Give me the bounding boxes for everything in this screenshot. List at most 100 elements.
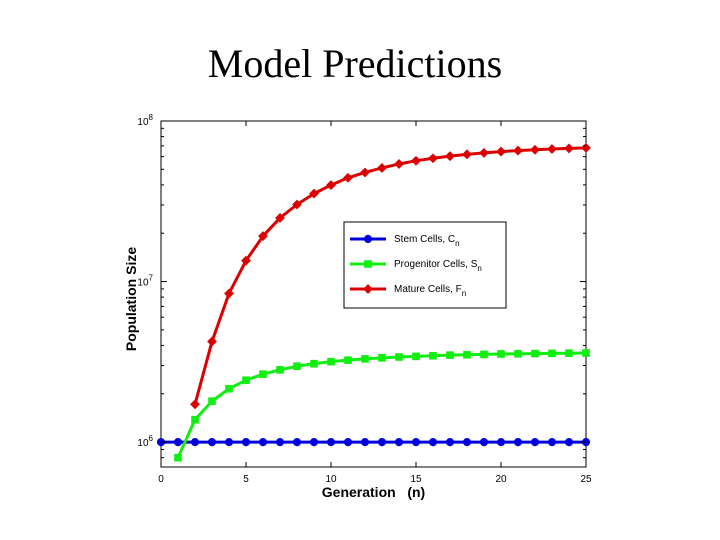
data-point [326, 180, 336, 190]
data-point [190, 399, 200, 410]
data-point [360, 438, 370, 447]
data-point [394, 438, 404, 447]
data-point [309, 188, 319, 199]
data-point [378, 354, 386, 362]
data-point [310, 359, 318, 368]
data-point [363, 234, 373, 244]
data-point [242, 376, 250, 385]
x-axis-label: Generation (n) [322, 484, 425, 500]
data-point [293, 362, 301, 371]
data-point [496, 146, 506, 157]
data-point [207, 438, 217, 447]
data-point [462, 438, 472, 447]
data-point [565, 349, 573, 357]
legend-label: Mature Cells, Fn [394, 284, 466, 298]
data-point [446, 351, 454, 359]
series-layer [156, 142, 591, 462]
y-tick-base: 10 [137, 438, 149, 449]
legend-label-subscript: n [462, 289, 466, 298]
data-point [513, 145, 523, 156]
legend-label-text: Mature Cells, F [394, 284, 462, 295]
data-point [191, 415, 199, 424]
data-point [428, 153, 438, 164]
data-point [276, 366, 284, 374]
data-point [309, 438, 319, 447]
legend-label-subscript: n [455, 239, 459, 248]
legend-label-text: Stem Cells, C [394, 234, 455, 245]
data-point [564, 438, 574, 447]
data-point [429, 351, 437, 360]
data-point [582, 349, 590, 357]
y-tick-exponent: 7 [149, 274, 154, 283]
data-point [225, 384, 233, 393]
data-point [224, 438, 234, 447]
data-point [428, 438, 438, 447]
data-point [479, 147, 489, 158]
y-tick-label: 107 [137, 274, 153, 289]
data-point [513, 438, 523, 447]
data-point [327, 357, 335, 366]
y-tick-label: 106 [137, 434, 153, 449]
data-point [343, 172, 353, 183]
data-point [564, 143, 574, 154]
series-mature-cells-f [190, 142, 591, 410]
data-point [377, 438, 387, 447]
slide-title: Model Predictions [207, 41, 503, 86]
y-tick-exponent: 8 [149, 113, 154, 122]
legend-label: Progenitor Cells, Sn [394, 259, 482, 273]
data-point [258, 231, 268, 241]
series-progenitor-cells-s [174, 349, 590, 462]
legend-label-subscript: n [477, 264, 481, 273]
data-point [207, 336, 217, 347]
data-point [275, 438, 285, 447]
data-point [445, 151, 455, 162]
x-tick-label: 25 [580, 474, 592, 485]
data-point [343, 438, 353, 447]
data-point [548, 349, 556, 358]
data-point [360, 167, 370, 178]
data-point [292, 199, 302, 210]
data-point [361, 355, 369, 363]
x-tick-label: 20 [495, 474, 507, 485]
legend-label: Stem Cells, Cn [394, 234, 460, 248]
data-point [377, 163, 387, 173]
data-point [364, 260, 372, 268]
data-point [241, 438, 251, 447]
data-point [395, 353, 403, 361]
data-point [412, 352, 420, 361]
y-tick-base: 10 [137, 278, 149, 289]
data-point [480, 350, 488, 359]
y-tick-exponent: 6 [149, 434, 154, 443]
data-point [531, 349, 539, 358]
data-point [174, 453, 182, 462]
y-tick-base: 10 [137, 117, 149, 128]
data-point [258, 438, 268, 447]
data-point [547, 144, 557, 154]
x-tick-label: 10 [325, 474, 337, 485]
data-point [530, 144, 540, 155]
data-point [292, 438, 302, 447]
data-point [514, 349, 522, 358]
data-point [344, 356, 352, 364]
data-point [363, 284, 373, 294]
data-point [275, 213, 285, 223]
legend-label-text: Progenitor Cells, S [394, 259, 478, 270]
data-point [259, 370, 267, 378]
data-point [394, 159, 404, 169]
data-point [190, 438, 200, 447]
data-point [463, 350, 471, 359]
x-tick-label: 0 [158, 474, 164, 485]
data-point [445, 438, 455, 447]
data-point [411, 438, 421, 447]
data-point [208, 397, 216, 405]
data-point [479, 438, 489, 447]
x-tick-label: 5 [243, 474, 249, 485]
data-point [530, 438, 540, 447]
data-point [496, 438, 506, 447]
data-point [241, 255, 251, 266]
data-point [547, 438, 557, 447]
data-point [497, 350, 505, 358]
